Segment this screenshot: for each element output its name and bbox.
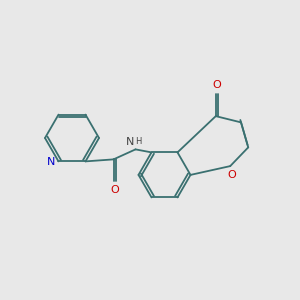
Text: N: N [126,137,134,147]
Text: H: H [136,137,142,146]
Text: N: N [47,158,56,167]
Text: O: O [110,185,119,195]
Text: O: O [212,80,221,90]
Text: O: O [228,170,237,180]
